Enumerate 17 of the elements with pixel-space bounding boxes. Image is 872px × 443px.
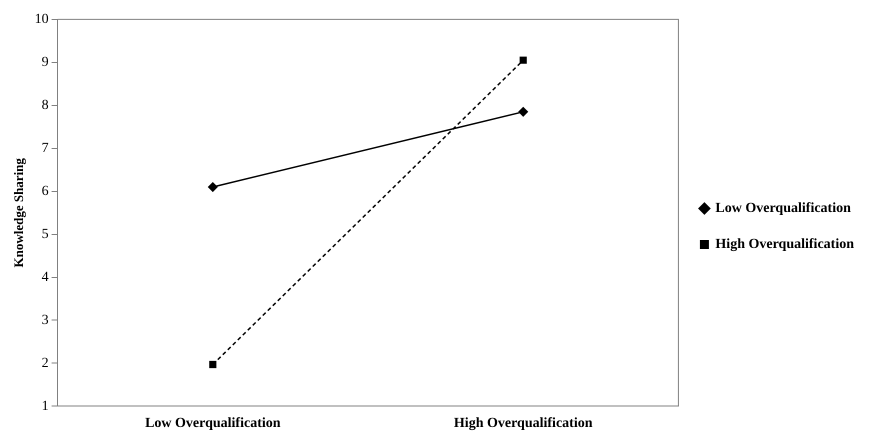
y-tick-label: 1 xyxy=(42,398,49,414)
point xyxy=(518,107,528,117)
legend-label: Low Overqualification xyxy=(715,201,852,216)
y-tick-label: 6 xyxy=(42,184,49,199)
point xyxy=(208,182,218,192)
y-tick-label: 2 xyxy=(42,356,49,371)
point xyxy=(209,360,216,368)
y-tick-label: 8 xyxy=(42,98,49,114)
y-tick-label: 7 xyxy=(42,141,49,156)
y-tick-label: 3 xyxy=(42,312,49,328)
y-tick-label: 9 xyxy=(42,55,49,70)
y-tick-label: 5 xyxy=(42,226,49,242)
legend-label: High Overqualification xyxy=(715,237,854,252)
point xyxy=(520,56,527,64)
y-axis-title: Knowledge Sharing xyxy=(11,158,26,268)
y-tick-label: 4 xyxy=(42,270,49,285)
y-tick-label: 10 xyxy=(34,12,49,28)
